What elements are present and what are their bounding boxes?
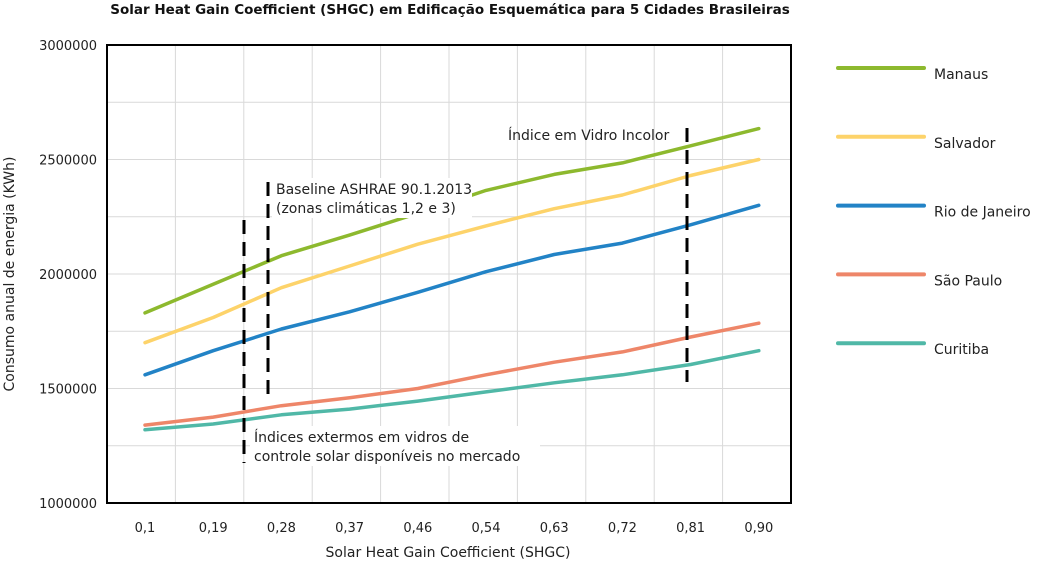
y-tick-label: 1000000 (39, 497, 97, 512)
annotation-baseline-line-2: (zonas climáticas 1,2 e 3) (276, 201, 456, 217)
series-line-s-o-paulo (143, 321, 761, 427)
annotation-baseline-line-1: Baseline ASHRAE 90.1.2013 (276, 182, 472, 198)
annotation-extremos-line-2: controle solar disponíveis no mercado (254, 449, 520, 465)
legend-label-rio-de-janeiro: Rio de Janeiro (934, 205, 1031, 221)
annotation-extremos-line-1: Índices extermos em vidros de (254, 429, 469, 446)
x-tick-label: 0,37 (335, 521, 364, 536)
series-line-manaus (143, 126, 761, 315)
x-tick-label: 0,46 (403, 521, 432, 536)
y-axis-label: Consumo anual de energia (KWh) (2, 157, 18, 392)
chart-title: Solar Heat Gain Coefficient (SHGC) em Ed… (110, 2, 789, 18)
x-tick-label: 0,19 (199, 521, 228, 536)
series-line-curitiba (143, 348, 761, 432)
legend-label-manaus: Manaus (934, 67, 988, 83)
plot-frame (106, 44, 792, 504)
annotation-incolor: Índice em Vidro Incolor (508, 127, 669, 144)
x-tick-label: 0,81 (676, 521, 705, 536)
y-tick-label: 1500000 (39, 383, 97, 398)
legend-label-s-o-paulo: São Paulo (934, 273, 1002, 289)
series-line-rio-de-janeiro (143, 203, 761, 377)
x-tick-label: 0,72 (608, 521, 637, 536)
x-tick-label: 0,1 (135, 521, 156, 536)
annotation-incolor-line-1: Índice em Vidro Incolor (508, 127, 669, 144)
y-tick-label: 2000000 (39, 268, 97, 283)
annotation-extremos-background (250, 426, 540, 466)
x-tick-label: 0,63 (540, 521, 569, 536)
series-lines (143, 126, 761, 432)
x-tick-label: 0,54 (472, 521, 501, 536)
y-axis-ticks: 1000000 1500000 2000000 2500000 3000000 (39, 39, 97, 512)
annotation-baseline-background (272, 178, 472, 218)
x-tick-label: 0,28 (267, 521, 296, 536)
y-tick-label: 3000000 (39, 39, 97, 54)
x-axis-ticks: 0,1 0,19 0,28 0,37 0,46 0,54 0,63 0,72 0,81 0,90 (135, 521, 774, 536)
legend-label-curitiba: Curitiba (934, 342, 989, 358)
annotation-baseline: Baseline ASHRAE 90.1.2013 (zonas climáti… (272, 178, 472, 218)
legend-label-salvador: Salvador (934, 136, 996, 152)
annotation-extremos: Índices extermos em vidros de controle s… (250, 426, 540, 466)
x-tick-label: 0,90 (744, 521, 773, 536)
series-line-salvador (143, 157, 761, 345)
legend: Manaus Salvador Rio de Janeiro São Paulo Cur… (836, 66, 1031, 358)
x-axis-label: Solar Heat Gain Coefficient (SHGC) (326, 545, 571, 561)
y-tick-label: 2500000 (39, 154, 97, 169)
